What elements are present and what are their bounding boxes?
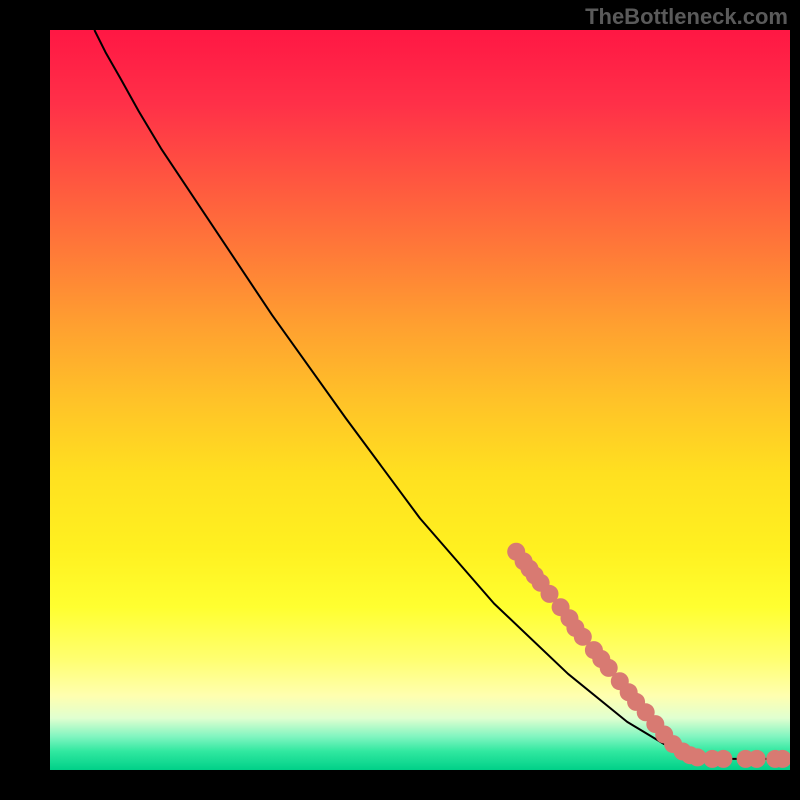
plot-svg [50, 30, 790, 770]
data-marker [748, 750, 766, 768]
gradient-background [50, 30, 790, 770]
watermark-text: TheBottleneck.com [585, 4, 788, 30]
data-marker [714, 750, 732, 768]
chart-container: TheBottleneck.com [0, 0, 800, 800]
